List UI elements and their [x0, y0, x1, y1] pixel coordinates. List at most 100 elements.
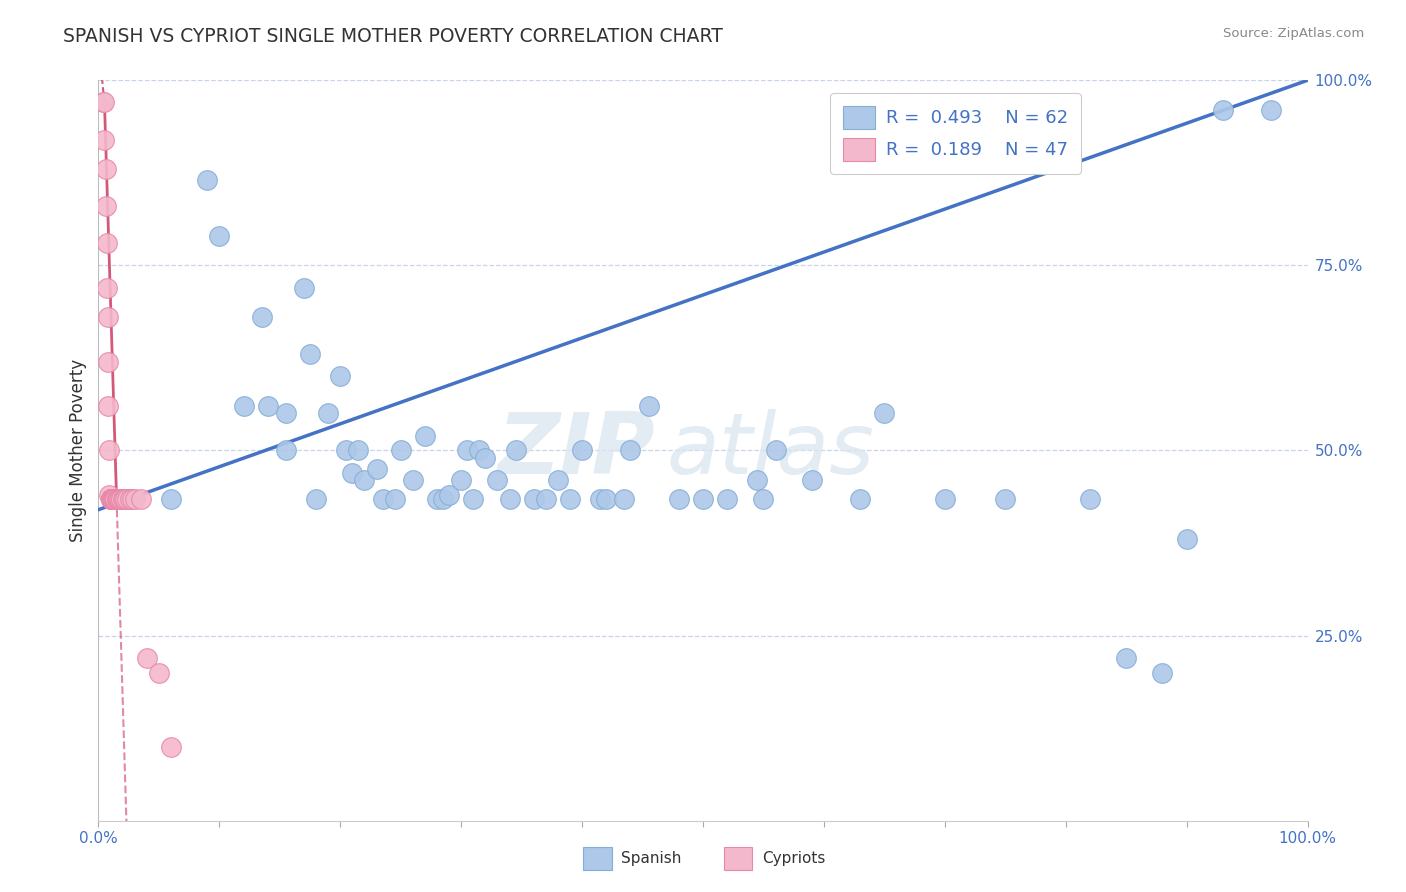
Point	[107, 491, 129, 506]
Point	[413, 428, 436, 442]
Point	[100, 491, 122, 506]
Point	[426, 491, 449, 506]
Point	[292, 280, 315, 294]
Point	[613, 491, 636, 506]
Point	[353, 473, 375, 487]
Text: atlas: atlas	[666, 409, 875, 492]
Point	[101, 491, 124, 506]
Point	[98, 488, 121, 502]
Point	[148, 665, 170, 680]
Point	[97, 310, 120, 325]
Point	[366, 462, 388, 476]
Point	[571, 443, 593, 458]
Point	[1078, 491, 1101, 506]
Text: Cypriots: Cypriots	[762, 851, 825, 866]
Point	[347, 443, 370, 458]
Point	[800, 473, 823, 487]
Point	[558, 491, 581, 506]
Point	[486, 473, 509, 487]
Point	[523, 491, 546, 506]
Point	[100, 491, 122, 506]
Point	[637, 399, 659, 413]
Point	[498, 491, 520, 506]
Point	[129, 491, 152, 506]
Point	[97, 354, 120, 368]
Point	[619, 443, 641, 458]
Point	[208, 228, 231, 243]
Point	[118, 491, 141, 506]
Point	[747, 473, 769, 487]
Point	[1115, 650, 1137, 665]
Point	[103, 491, 125, 506]
Point	[1152, 665, 1174, 680]
Point	[1260, 103, 1282, 117]
Point	[93, 132, 115, 146]
Point	[256, 399, 278, 413]
Point	[299, 347, 322, 361]
Legend: R =  0.493    N = 62, R =  0.189    N = 47: R = 0.493 N = 62, R = 0.189 N = 47	[830, 93, 1081, 174]
Point	[463, 491, 485, 506]
Point	[94, 199, 117, 213]
Point	[91, 95, 114, 110]
Point	[108, 491, 131, 506]
Point	[402, 473, 425, 487]
Point	[232, 399, 254, 413]
Point	[716, 491, 738, 506]
Point	[873, 407, 896, 421]
Point	[692, 491, 714, 506]
Point	[342, 466, 364, 480]
Point	[274, 443, 297, 458]
Point	[765, 443, 787, 458]
Point	[94, 162, 117, 177]
Point	[108, 491, 131, 506]
Point	[371, 491, 394, 506]
Text: Source: ZipAtlas.com: Source: ZipAtlas.com	[1223, 27, 1364, 40]
Point	[384, 491, 406, 506]
Point	[468, 443, 491, 458]
Point	[96, 236, 118, 251]
Point	[96, 280, 118, 294]
Point	[103, 491, 125, 506]
Point	[100, 491, 122, 506]
Point	[105, 491, 128, 506]
Point	[934, 491, 956, 506]
Point	[93, 95, 115, 110]
Point	[274, 407, 297, 421]
Point	[589, 491, 612, 506]
Point	[100, 491, 122, 506]
Point	[110, 491, 132, 506]
Point	[100, 491, 122, 506]
Point	[105, 491, 128, 506]
Point	[118, 491, 141, 506]
Point	[101, 491, 124, 506]
Point	[994, 491, 1017, 506]
Point	[160, 491, 183, 506]
Point	[103, 491, 125, 506]
Point	[124, 491, 146, 506]
Point	[101, 491, 124, 506]
Point	[534, 491, 557, 506]
Point	[100, 491, 122, 506]
Point	[389, 443, 412, 458]
Point	[1212, 103, 1234, 117]
Point	[195, 173, 218, 187]
Y-axis label: Single Mother Poverty: Single Mother Poverty	[69, 359, 87, 542]
Point	[329, 369, 352, 384]
Point	[100, 491, 122, 506]
Point	[505, 443, 527, 458]
Point	[107, 491, 129, 506]
Point	[335, 443, 357, 458]
Point	[114, 491, 136, 506]
Point	[752, 491, 775, 506]
Point	[456, 443, 478, 458]
Point	[595, 491, 617, 506]
Point	[1175, 533, 1198, 547]
Point	[474, 450, 496, 465]
Point	[450, 473, 472, 487]
Point	[432, 491, 454, 506]
Text: ZIP: ZIP	[496, 409, 655, 492]
Point	[104, 491, 127, 506]
Point	[547, 473, 569, 487]
Point	[849, 491, 872, 506]
Point	[160, 739, 183, 754]
